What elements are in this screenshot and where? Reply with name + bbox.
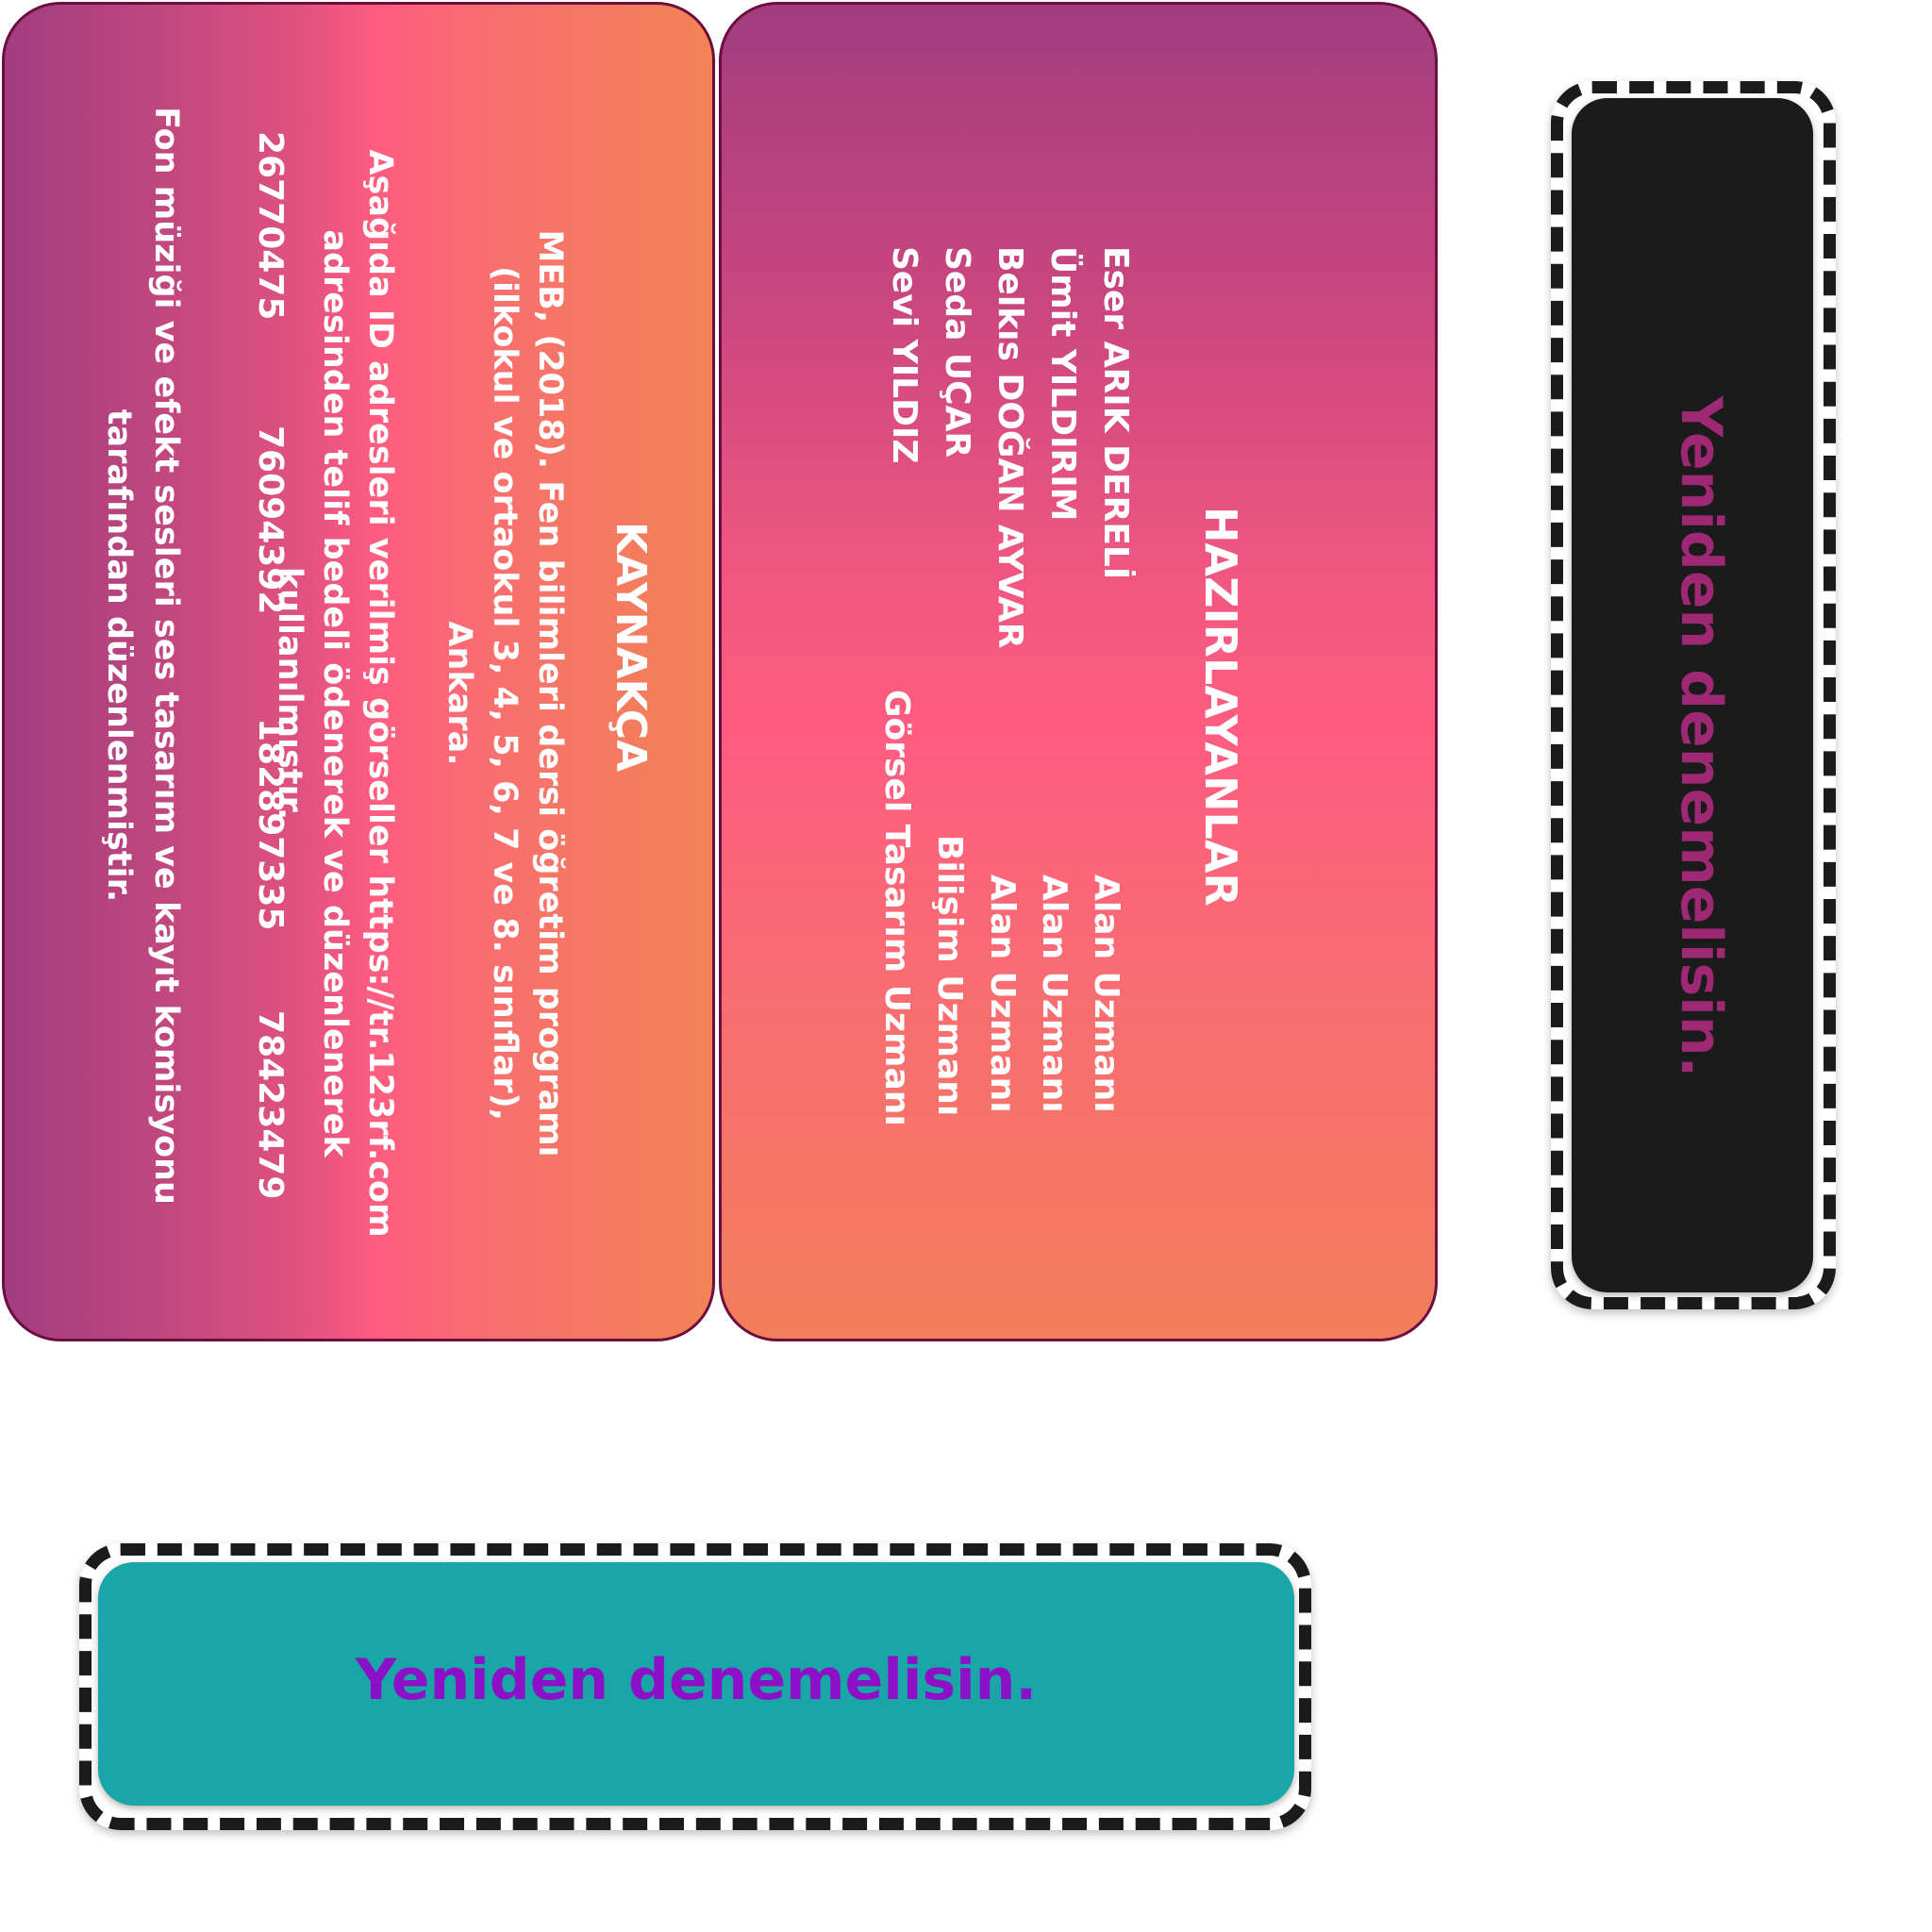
music-credit-text: Fon müziği ve efekt sesleri ses tasarım …	[100, 107, 185, 1205]
person-name: Eser ARIK DERELİ	[1096, 246, 1135, 580]
person-role: Bilişim Uzmanı	[930, 835, 969, 1117]
person-role: Alan Uzmanı	[1087, 874, 1125, 1113]
person-name: Ümit YILDIRIM	[1043, 246, 1082, 522]
feedback-right-frame	[1551, 81, 1836, 1309]
reference-text: MEB, (2018). Fen bilimleri dersi öğretim…	[441, 229, 569, 1158]
image-id: 182897335	[251, 718, 290, 931]
kaynakca-title: KAYNAKÇA	[607, 522, 655, 773]
person-name: Seda UÇAR	[938, 246, 976, 458]
image-id: 26770475	[251, 131, 290, 321]
person-name: Belkıs DOĞAN AYVAR	[991, 246, 1029, 649]
image-id: 76094392	[251, 425, 290, 615]
person-role: Alan Uzmanı	[983, 874, 1022, 1113]
person-name: Sevi YILDIZ	[885, 246, 924, 464]
person-role: Alan Uzmanı	[1035, 874, 1074, 1113]
feedback-right-box[interactable]	[1572, 98, 1813, 1292]
feedback-bottom-text: Yeniden denemelisin.	[355, 1647, 1038, 1713]
feedback-bottom-frame	[79, 1543, 1311, 1830]
image-id: 78423479	[251, 1010, 290, 1200]
kaynakca-card: KAYNAKÇA MEB, (2018). Fen bilimleri ders…	[2, 2, 715, 1341]
feedback-right-text: Yeniden denemelisin.	[1668, 396, 1734, 1078]
hazirlayanlar-card: HAZIRLAYANLAR Eser ARIK DERELİ Ümit YILD…	[719, 2, 1438, 1341]
feedback-bottom-box[interactable]	[98, 1562, 1294, 1806]
hazirlayanlar-title: HAZIRLAYANLAR	[1195, 507, 1246, 907]
person-role: Görsel Tasarım Uzmanı	[877, 690, 916, 1126]
